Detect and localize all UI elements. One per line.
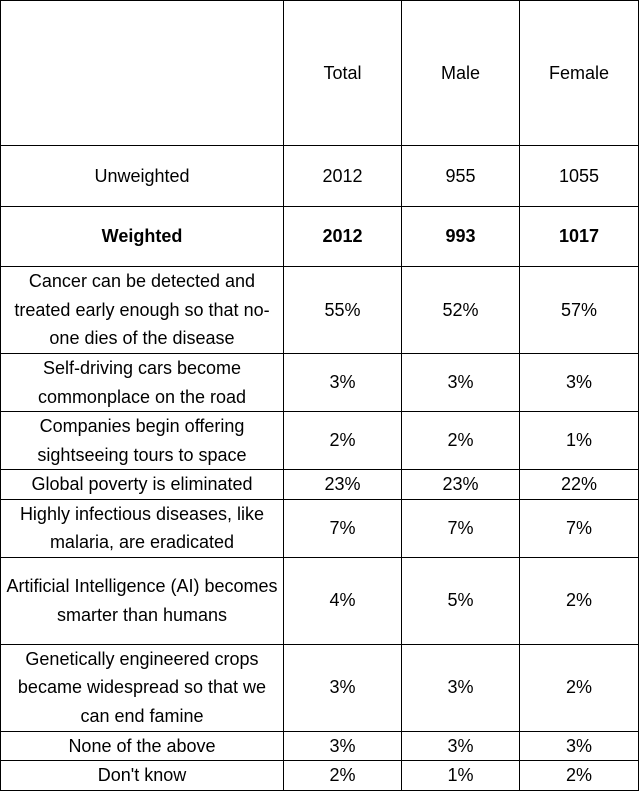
cell-male: 2% <box>401 411 520 470</box>
row-label: Highly infectious diseases, like malaria… <box>0 498 284 558</box>
table-row: Companies begin offering sightseeing tou… <box>0 411 639 470</box>
cell-male: 955 <box>401 145 520 207</box>
cell-male: 3% <box>401 643 520 732</box>
cell-total: 4% <box>283 556 402 645</box>
cell-female: 3% <box>519 353 639 412</box>
cell-female: 1055 <box>519 145 639 207</box>
cell-total: 3% <box>283 643 402 732</box>
cell-total: 3% <box>283 353 402 412</box>
cell-male: 52% <box>401 266 520 354</box>
row-label: Self-driving cars become commonplace on … <box>0 353 284 412</box>
cell-total: 3% <box>283 730 402 761</box>
cell-female: 22% <box>519 469 639 500</box>
row-label: Global poverty is eliminated <box>0 469 284 500</box>
cell-female: 1% <box>519 411 639 470</box>
cell-male: 1% <box>401 760 520 791</box>
row-label: Weighted <box>0 206 284 267</box>
table-row: Global poverty is eliminated 23% 23% 22% <box>0 469 639 500</box>
table-row: Genetically engineered crops became wide… <box>0 643 639 732</box>
table-row: None of the above 3% 3% 3% <box>0 730 639 761</box>
header-male: Male <box>401 0 520 146</box>
cell-female: 1017 <box>519 206 639 267</box>
cell-female: 2% <box>519 643 639 732</box>
cell-total: 2% <box>283 760 402 791</box>
cell-male: 993 <box>401 206 520 267</box>
cell-male: 7% <box>401 498 520 558</box>
cell-female: 7% <box>519 498 639 558</box>
row-label: Genetically engineered crops became wide… <box>0 643 284 732</box>
cell-female: 2% <box>519 760 639 791</box>
row-label: Unweighted <box>0 145 284 207</box>
row-label: Companies begin offering sightseeing tou… <box>0 411 284 470</box>
row-label: Don't know <box>0 760 284 791</box>
cell-total: 2012 <box>283 206 402 267</box>
table-row: Highly infectious diseases, like malaria… <box>0 498 639 558</box>
table-row: Cancer can be detected and treated early… <box>0 266 639 354</box>
unweighted-row: Unweighted 2012 955 1055 <box>0 145 639 207</box>
header-total: Total <box>283 0 402 146</box>
row-label: Cancer can be detected and treated early… <box>0 266 284 354</box>
cell-male: 23% <box>401 469 520 500</box>
cell-total: 23% <box>283 469 402 500</box>
weighted-row: Weighted 2012 993 1017 <box>0 206 639 267</box>
cell-male: 5% <box>401 556 520 645</box>
table-row: Self-driving cars become commonplace on … <box>0 353 639 412</box>
row-label: None of the above <box>0 730 284 761</box>
cell-female: 2% <box>519 556 639 645</box>
cell-total: 2% <box>283 411 402 470</box>
cell-male: 3% <box>401 353 520 412</box>
cell-total: 7% <box>283 498 402 558</box>
header-cell-empty <box>0 0 284 146</box>
table-row: Artificial Intelligence (AI) becomes sma… <box>0 556 639 645</box>
cell-male: 3% <box>401 730 520 761</box>
cell-female: 57% <box>519 266 639 354</box>
cell-female: 3% <box>519 730 639 761</box>
row-label: Artificial Intelligence (AI) becomes sma… <box>0 556 284 645</box>
header-row: Total Male Female <box>0 0 639 146</box>
cell-total: 55% <box>283 266 402 354</box>
table-row: Don't know 2% 1% 2% <box>0 760 639 791</box>
header-female: Female <box>519 0 639 146</box>
cell-total: 2012 <box>283 145 402 207</box>
